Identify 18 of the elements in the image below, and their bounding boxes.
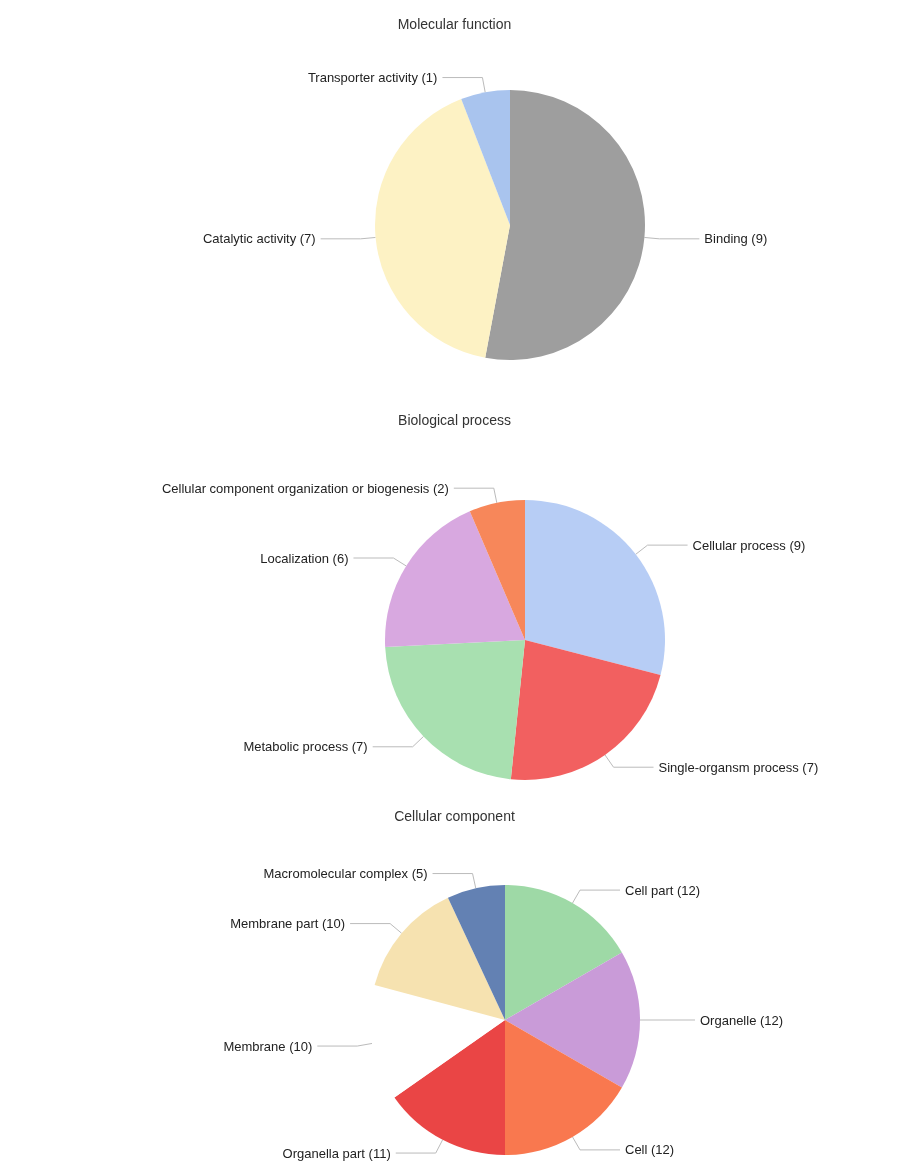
slice-label: Binding (9) [704,231,768,247]
slice-label: Membrane part (10) [230,916,346,932]
slice-label: Macromolecular complex (5) [263,866,428,882]
slice-label: Cell (12) [625,1142,675,1158]
slice-label: Transporter activity (1) [307,70,438,86]
slice-label: Localization (6) [260,550,349,566]
chart-title: Molecular function [397,16,512,32]
slice-label: Organelle (12) [700,1012,784,1028]
slice-label: Cellular component organization or biogenesis (2) [161,480,449,496]
slice-label: Cellular process (9) [692,537,806,553]
slice-label: Organella part (11) [282,1145,391,1161]
slice-label: Single-organsm process (7) [658,759,819,775]
slice-label: Catalytic activity (7) [202,231,316,247]
slice-label: Metabolic process (7) [243,739,368,755]
slice-label: Cell part (12) [625,882,701,898]
slice-label: Membrane (10) [223,1038,313,1054]
chart-title: Cellular component [394,808,515,824]
chart-title: Biological process [398,412,511,428]
